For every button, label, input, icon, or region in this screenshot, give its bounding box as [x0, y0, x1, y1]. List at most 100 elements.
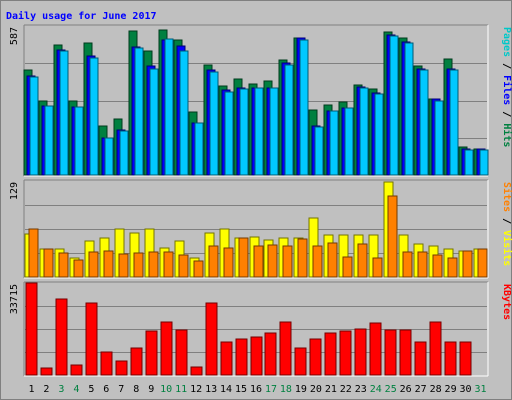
bar-sites-day-14 [223, 247, 234, 278]
bar-kbytes-day-25 [384, 329, 397, 376]
bar-pages-day-22 [344, 107, 354, 176]
bar-kbytes-day-30 [459, 341, 472, 376]
legend-part: Files [501, 75, 512, 105]
bar-sites-day-26 [402, 251, 413, 278]
bar-pages-day-28 [434, 100, 444, 176]
day-label-13: 13 [205, 384, 217, 395]
bar-pages-day-1 [29, 76, 39, 176]
chart-title: Daily usage for June 2017 [6, 10, 157, 22]
bar-sites-day-28 [432, 254, 443, 278]
day-label-1: 1 [28, 384, 34, 395]
bar-pages-day-24 [374, 93, 384, 176]
bar-sites-day-11 [178, 254, 189, 278]
bar-sites-day-10 [163, 251, 174, 278]
day-label-6: 6 [103, 384, 109, 395]
day-label-23: 23 [355, 384, 367, 395]
day-label-4: 4 [73, 384, 79, 395]
bar-pages-day-4 [74, 106, 84, 176]
panel-pages-files-hits: 587 Pages / Files / Hits [9, 24, 512, 177]
legend-part: Visits [501, 230, 512, 266]
day-label-26: 26 [400, 384, 412, 395]
bar-pages-day-23 [359, 87, 369, 176]
day-label-7: 7 [118, 384, 124, 395]
bar-pages-day-11 [179, 50, 189, 176]
bar-sites-day-6 [103, 250, 114, 278]
day-label-20: 20 [310, 384, 322, 395]
legend-part: Sites [501, 182, 512, 212]
day-label-14: 14 [220, 384, 232, 395]
day-label-5: 5 [88, 384, 94, 395]
day-label-8: 8 [133, 384, 139, 395]
legend-part: Pages [501, 27, 512, 57]
bar-pages-day-6 [104, 137, 114, 176]
legend-part: Hits [501, 123, 512, 147]
bar-kbytes-day-4 [70, 364, 83, 376]
legend-label: Sites / Visits [501, 182, 512, 266]
bar-sites-day-22 [342, 256, 353, 278]
bar-kbytes-day-15 [235, 338, 248, 376]
bar-kbytes-day-12 [190, 366, 203, 376]
bar-pages-day-18 [284, 64, 294, 176]
bar-sites-day-18 [282, 245, 293, 278]
bar-kbytes-day-2 [40, 367, 53, 376]
bar-pages-day-20 [314, 126, 324, 176]
max-label: 587 [9, 27, 20, 45]
max-label: 129 [9, 182, 20, 200]
day-label-19: 19 [295, 384, 307, 395]
bar-kbytes-day-21 [324, 332, 337, 376]
bar-kbytes-day-13 [205, 302, 218, 376]
day-label-2: 2 [43, 384, 49, 395]
bar-pages-day-26 [404, 42, 414, 176]
bar-pages-day-9 [149, 68, 159, 176]
legend-part: KBytes [501, 284, 512, 320]
bar-pages-day-25 [389, 35, 399, 176]
bar-pages-day-13 [209, 71, 219, 176]
day-label-28: 28 [430, 384, 442, 395]
legend-label: KBytes [501, 284, 512, 320]
bar-pages-day-8 [134, 47, 144, 176]
bar-sites-day-19 [297, 238, 308, 278]
legend-part: / [501, 105, 512, 123]
bar-pages-day-10 [164, 38, 174, 176]
bar-sites-day-1 [28, 228, 39, 278]
day-label-18: 18 [280, 384, 292, 395]
day-label-9: 9 [148, 384, 154, 395]
day-label-22: 22 [340, 384, 352, 395]
bar-kbytes-day-23 [354, 328, 367, 376]
bar-kbytes-day-26 [399, 329, 412, 376]
bar-kbytes-day-3 [55, 298, 68, 376]
legend-part: / [501, 57, 512, 75]
legend-part: / [501, 212, 512, 230]
max-label: 33715 [9, 284, 20, 314]
bar-sites-day-24 [372, 257, 383, 278]
bar-sites-day-9 [148, 251, 159, 278]
bar-sites-day-21 [327, 242, 338, 278]
day-label-3: 3 [58, 384, 64, 395]
bar-pages-day-19 [299, 39, 309, 176]
bar-sites-day-4 [73, 259, 84, 278]
bar-pages-day-15 [239, 88, 249, 176]
bar-sites-day-29 [447, 257, 458, 278]
bar-pages-day-16 [254, 87, 264, 176]
bar-pages-day-17 [269, 87, 279, 176]
bar-kbytes-day-18 [279, 321, 292, 376]
bar-kbytes-day-17 [264, 332, 277, 376]
bar-sites-day-13 [208, 245, 219, 278]
bar-kbytes-day-10 [160, 321, 173, 376]
bar-pages-day-3 [59, 50, 69, 176]
bar-sites-day-5 [88, 251, 99, 278]
day-label-21: 21 [325, 384, 337, 395]
bar-kbytes-day-8 [130, 347, 143, 376]
bar-kbytes-day-1 [25, 282, 38, 376]
bar-sites-day-2 [43, 248, 54, 278]
bar-sites-day-3 [58, 252, 69, 278]
bar-kbytes-day-20 [309, 338, 322, 376]
day-label-17: 17 [265, 384, 277, 395]
bar-sites-day-12 [193, 260, 204, 278]
day-label-12: 12 [190, 384, 202, 395]
bar-sites-day-8 [133, 252, 144, 278]
bar-sites-day-20 [312, 245, 323, 278]
day-label-16: 16 [250, 384, 262, 395]
day-label-24: 24 [370, 384, 382, 395]
bar-kbytes-day-9 [145, 330, 158, 376]
